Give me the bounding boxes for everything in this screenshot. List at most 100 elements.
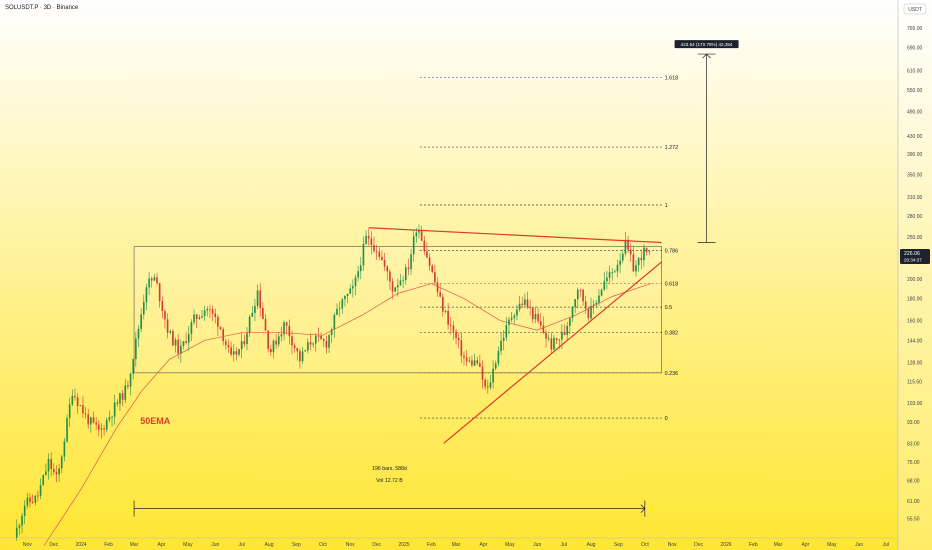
candle-body <box>545 332 547 339</box>
measure-label-box <box>674 40 739 49</box>
candle-body <box>214 313 217 318</box>
candle-body <box>209 308 211 310</box>
candle-body <box>476 360 479 364</box>
candle-body <box>434 272 436 283</box>
candle-body <box>259 290 262 308</box>
price-tick-label: 610.00 <box>907 68 923 74</box>
candle-body <box>90 417 92 425</box>
time-tick-label: May <box>183 542 193 548</box>
candle-body <box>481 366 484 380</box>
candle-body <box>354 277 357 287</box>
candle-body <box>367 235 370 239</box>
candle-body <box>611 272 614 273</box>
candle-body <box>598 295 600 303</box>
candle-body <box>293 345 296 349</box>
candle-body <box>648 251 651 253</box>
price-tick-label: 250.00 <box>907 235 923 241</box>
candle-body <box>486 386 489 388</box>
candle-body <box>500 340 502 352</box>
candle-body <box>127 385 129 387</box>
candle-body <box>460 340 463 356</box>
candle-body <box>338 308 341 310</box>
time-tick-label: Jul <box>238 542 244 548</box>
candle-body <box>137 328 140 339</box>
candle-body <box>595 302 598 305</box>
candle-body <box>225 341 227 345</box>
candle-body <box>76 397 79 406</box>
candle-body <box>555 338 558 340</box>
candle-body <box>148 278 150 288</box>
candle-body <box>235 351 238 355</box>
candle-body <box>320 335 322 340</box>
time-tick-label: Jun <box>211 542 219 548</box>
candle-body <box>251 312 254 317</box>
candle-body <box>616 264 619 272</box>
candle-body <box>497 351 500 364</box>
candle-body <box>415 232 418 237</box>
candle-body <box>587 308 590 319</box>
candle-body <box>571 307 574 319</box>
price-tick-label: 61.00 <box>907 499 920 505</box>
candle-body <box>52 469 55 473</box>
time-tick-label: Apr <box>158 542 166 548</box>
candle-body <box>431 265 434 273</box>
candle-body <box>240 341 243 350</box>
price-tick-label: 55.50 <box>907 516 920 522</box>
price-tick-label: 430.00 <box>907 134 923 140</box>
candle-body <box>145 287 148 303</box>
candle-body <box>389 271 391 282</box>
price-tick-label: 93.00 <box>907 420 920 426</box>
candle-body <box>521 303 524 305</box>
candle-body <box>566 325 569 335</box>
candle-body <box>105 419 108 430</box>
candle-body <box>502 337 505 341</box>
candle-body <box>410 254 412 270</box>
candle-body <box>465 357 468 362</box>
candle-body <box>217 317 219 327</box>
candle-body <box>34 495 37 503</box>
price-axis-bg <box>898 0 932 550</box>
candle-body <box>103 428 105 430</box>
candle-body <box>569 318 571 326</box>
candle-body <box>164 311 166 320</box>
measure-tools: 423.54 (170.78%) 42,354 196 bars, 588d Vol… <box>133 40 739 517</box>
candle-body <box>31 501 34 503</box>
currency-badge <box>903 3 927 15</box>
candle-body <box>494 363 497 369</box>
candle-body <box>267 330 269 350</box>
candle-body <box>23 505 26 516</box>
candle-body <box>314 335 317 344</box>
currency-label: USDT <box>908 7 922 13</box>
candle-body <box>58 468 60 475</box>
candle-body <box>206 308 209 311</box>
candle-body <box>627 239 629 250</box>
candle-body <box>531 307 534 320</box>
candle-body <box>629 249 632 255</box>
candle-body <box>643 247 645 261</box>
fib-level-label: 0 <box>665 416 668 422</box>
candle-body <box>82 405 84 414</box>
candle-body <box>420 230 423 241</box>
candles <box>15 224 651 541</box>
candle-body <box>614 271 616 273</box>
candle-body <box>510 317 513 320</box>
candle-body <box>336 308 338 315</box>
candle-body <box>166 319 169 333</box>
candle-body <box>299 351 301 362</box>
candle-body <box>153 277 156 281</box>
candle-body <box>457 337 460 341</box>
candle-body <box>606 277 608 282</box>
candle-body <box>426 251 428 258</box>
candle-body <box>26 497 29 506</box>
candle-body <box>21 515 23 526</box>
time-tick-label: May <box>827 542 837 548</box>
candle-body <box>246 333 248 345</box>
candle-body <box>177 339 180 354</box>
candle-body <box>111 416 113 418</box>
ema50-label: 50EMA <box>140 416 171 426</box>
chart-title: SOLUSDT.P · 3D · Binance <box>5 5 79 11</box>
price-tick-label: 490.00 <box>907 109 923 115</box>
candle-body <box>169 331 172 333</box>
